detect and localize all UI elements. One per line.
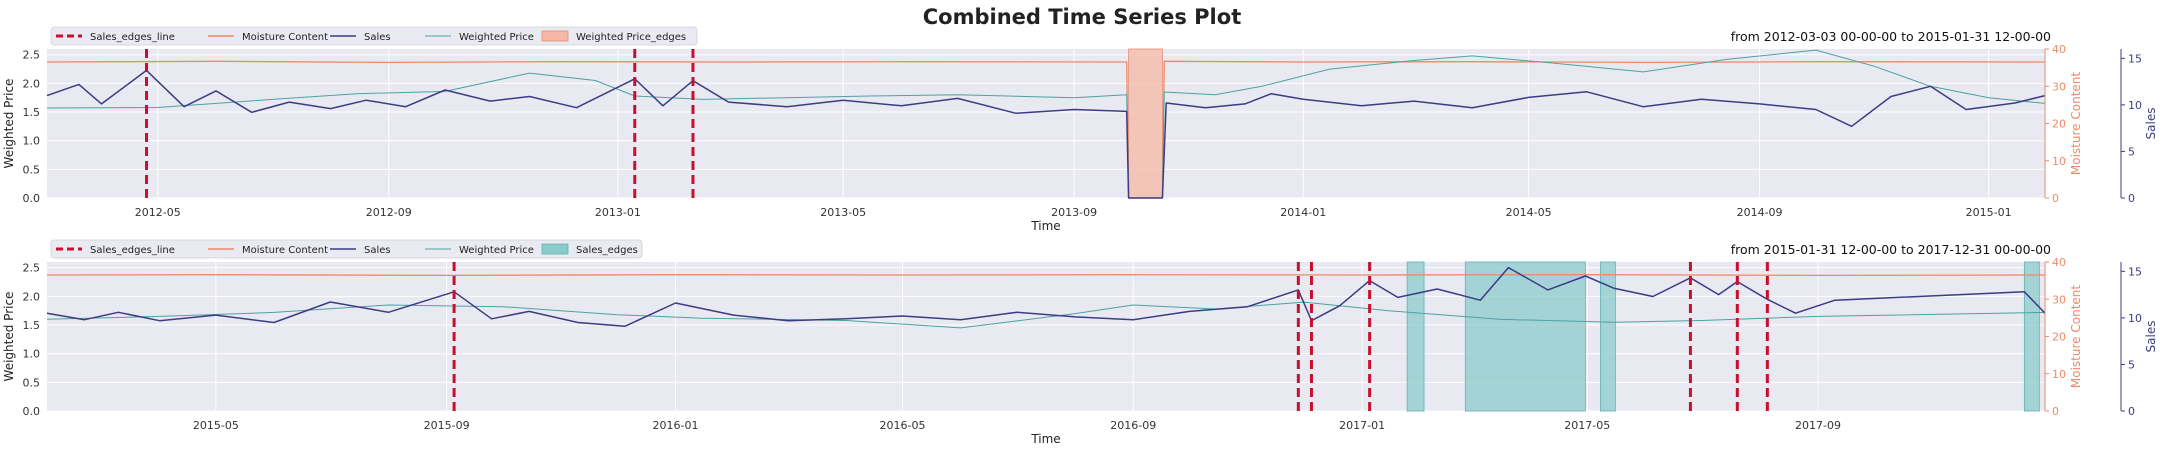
- y-axis-label-sales: Sales: [2144, 321, 2158, 353]
- legend-swatch-edges-patch: [541, 30, 569, 42]
- xtick-label: 2014-05: [1506, 206, 1552, 219]
- series-weighted-price: [46, 301, 2046, 329]
- xtick-label: 2015-09: [424, 419, 470, 432]
- ytick-label-moisture: 0: [2052, 192, 2059, 205]
- ytick-label-left: 2.5: [23, 49, 41, 62]
- ytick-label-left: 1.5: [23, 319, 41, 332]
- xtick-label: 2015-05: [193, 419, 239, 432]
- series-sales: [46, 69, 2046, 199]
- ytick-label-left: 0.5: [23, 163, 41, 176]
- legend-label: Weighted Price: [459, 32, 534, 43]
- ytick-label-sales: 10: [2128, 312, 2142, 325]
- ytick-label-left: 0.5: [23, 376, 41, 389]
- xtick-label: 2016-01: [652, 419, 698, 432]
- x-axis-label: Time: [1030, 432, 1060, 446]
- ytick-label-left: 1.5: [23, 106, 41, 119]
- xtick-label: 2013-05: [820, 206, 866, 219]
- xtick-label: 2017-09: [1795, 419, 1841, 432]
- xtick-label: 2016-09: [1110, 419, 1156, 432]
- ytick-label-moisture: 0: [2052, 405, 2059, 418]
- legend-label: Moisture Content: [242, 245, 328, 256]
- ytick-label-left: 1.0: [23, 348, 41, 361]
- plot-area: [47, 262, 2045, 411]
- ytick-label-moisture: 30: [2052, 80, 2066, 93]
- series-sales: [46, 266, 2046, 328]
- ytick-label-left: 2.5: [23, 262, 41, 275]
- ytick-label-sales: 10: [2128, 99, 2142, 112]
- ytick-label-moisture: 10: [2052, 368, 2066, 381]
- chart-panel-2: 0.0 0.5 1.0 1.5 2.0 2.5 2015-05 2015-09 2016-01 2…: [2, 239, 2158, 446]
- ytick-label-sales: 5: [2128, 358, 2135, 371]
- edge-span: [1406, 261, 1425, 412]
- y-axis-label-left: Weighted Price: [2, 292, 16, 382]
- xtick-label: 2013-09: [1051, 206, 1097, 219]
- legend-label: Moisture Content: [242, 32, 328, 43]
- xtick-label: 2015-01: [1966, 206, 2012, 219]
- edge-span: [2023, 261, 2040, 412]
- legend-swatch-edges-patch: [541, 243, 569, 255]
- xtick-label: 2017-01: [1339, 419, 1385, 432]
- range-label: from 2015-01-31 12-00-00 to 2017-12-31 0…: [1731, 242, 2051, 257]
- legend-label: Sales_edges: [576, 245, 638, 256]
- ytick-label-sales: 15: [2128, 52, 2142, 65]
- xtick-label: 2012-05: [135, 206, 181, 219]
- ytick-label-sales: 0: [2128, 192, 2135, 205]
- ytick-label-moisture: 40: [2052, 256, 2066, 269]
- plot-area: [47, 49, 2045, 198]
- ytick-label-sales: 15: [2128, 265, 2142, 278]
- edge-span: [1599, 261, 1616, 412]
- ytick-label-moisture: 10: [2052, 155, 2066, 168]
- chart-panel-1: 0.0 0.5 1.0 1.5 2.0 2.5 2012-05 2012-09 2013-01 2…: [2, 26, 2158, 233]
- figure-title: Combined Time Series Plot: [923, 5, 1241, 29]
- ytick-label-moisture: 40: [2052, 43, 2066, 56]
- range-label: from 2012-03-03 00-00-00 to 2015-01-31 1…: [1731, 29, 2051, 44]
- xtick-label: 2017-05: [1564, 419, 1610, 432]
- ytick-label-left: 2.0: [23, 290, 41, 303]
- legend-box: [50, 26, 698, 46]
- legend: Sales_edges_line Moisture Content Sales Wei…: [50, 239, 643, 259]
- ytick-label-left: 2.0: [23, 77, 41, 90]
- y-axis-label-moisture: Moisture Content: [2069, 285, 2083, 388]
- xtick-label: 2014-09: [1737, 206, 1783, 219]
- y-axis-label-left: Weighted Price: [2, 79, 16, 169]
- legend-label: Weighted Price_edges: [576, 32, 686, 43]
- legend-label: Sales_edges_line: [90, 32, 175, 43]
- legend-label: Weighted Price: [459, 245, 534, 256]
- xtick-label: 2016-05: [879, 419, 925, 432]
- series-moisture-content: [46, 274, 2046, 277]
- legend-label: Sales: [364, 32, 391, 43]
- y-axis-label-sales: Sales: [2144, 108, 2158, 140]
- legend-label: Sales_edges_line: [90, 245, 175, 256]
- ytick-label-moisture: 30: [2052, 293, 2066, 306]
- xtick-label: 2013-01: [595, 206, 641, 219]
- ytick-label-moisture: 20: [2052, 118, 2066, 131]
- edge-span: [1464, 261, 1586, 412]
- ytick-label-left: 1.0: [23, 135, 41, 148]
- ytick-label-sales: 0: [2128, 405, 2135, 418]
- ytick-label-left: 0.0: [23, 192, 41, 205]
- y-axis-label-moisture: Moisture Content: [2069, 72, 2083, 175]
- legend-label: Sales: [364, 245, 391, 256]
- ytick-label-sales: 5: [2128, 145, 2135, 158]
- xtick-label: 2012-09: [366, 206, 412, 219]
- ytick-label-left: 0.0: [23, 405, 41, 418]
- ytick-label-moisture: 20: [2052, 331, 2066, 344]
- xtick-label: 2014-01: [1280, 206, 1326, 219]
- x-axis-label: Time: [1030, 219, 1060, 233]
- legend: Sales_edges_line Moisture Content Sales Wei…: [50, 26, 698, 46]
- edge-span: [1128, 48, 1163, 199]
